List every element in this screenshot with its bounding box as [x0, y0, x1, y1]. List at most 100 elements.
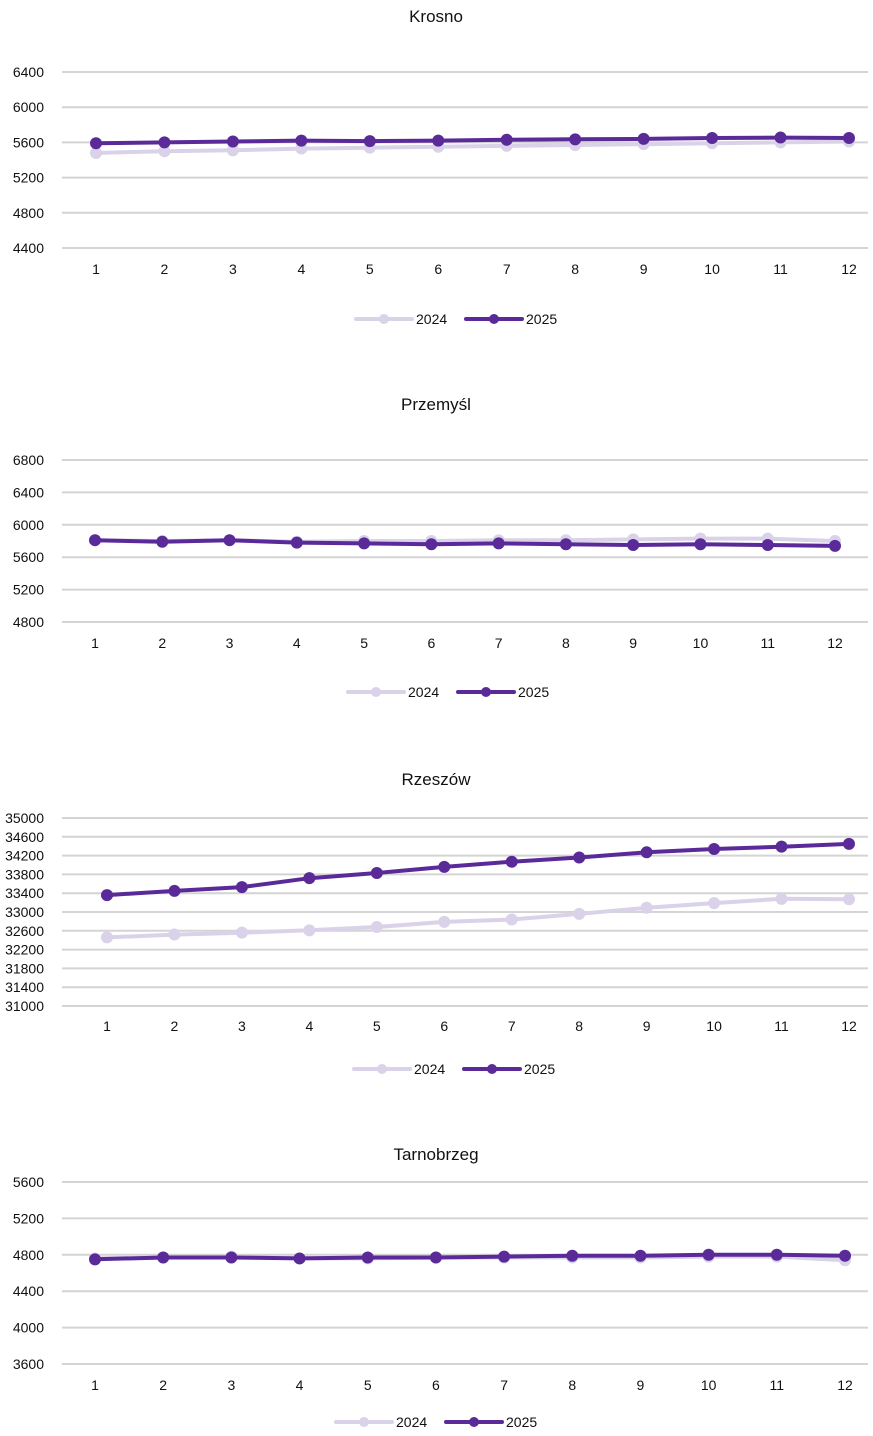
- x-tick-label: 4: [297, 261, 305, 277]
- data-point-2025: [708, 843, 721, 856]
- y-tick-label: 33000: [5, 904, 44, 920]
- x-tick-label: 7: [500, 1377, 508, 1393]
- y-tick-label: 5600: [13, 1174, 44, 1190]
- x-tick-label: 2: [171, 1018, 179, 1034]
- data-point-2025: [843, 837, 855, 850]
- data-point-2024: [303, 924, 316, 937]
- series-line-2024: [94, 139, 851, 155]
- x-tick-label: 5: [360, 635, 368, 651]
- data-point-2024: [708, 897, 721, 910]
- x-tick-label: 12: [841, 261, 857, 277]
- data-point-2025: [500, 133, 513, 146]
- data-point-2024: [640, 901, 653, 914]
- legend-label: 2024: [414, 1061, 445, 1077]
- data-point-2024: [90, 146, 102, 159]
- data-point-2025: [634, 1249, 647, 1262]
- x-tick-label: 10: [701, 1377, 717, 1393]
- data-point-2025: [569, 133, 582, 146]
- data-point-2025: [303, 872, 316, 885]
- y-tick-label: 4800: [13, 614, 44, 630]
- legend-marker-2025: [481, 687, 491, 697]
- series-line-2024: [105, 896, 851, 940]
- y-tick-label: 5600: [13, 134, 44, 150]
- x-tick-label: 12: [837, 1377, 853, 1393]
- data-point-2025: [290, 536, 303, 549]
- x-tick-label: 3: [226, 635, 234, 651]
- x-tick-label: 10: [693, 635, 709, 651]
- x-tick-label: 1: [91, 1377, 99, 1393]
- chart-title: Przemyśl: [401, 395, 471, 414]
- x-tick-label: 1: [91, 635, 99, 651]
- legend-label: 2025: [526, 311, 557, 327]
- x-tick-label: 9: [629, 635, 637, 651]
- legend-marker-2025: [489, 314, 499, 324]
- x-tick-label: 6: [427, 635, 435, 651]
- x-tick-label: 7: [495, 635, 503, 651]
- x-tick-label: 11: [774, 1018, 789, 1034]
- chart-title: Krosno: [409, 7, 463, 26]
- x-tick-label: 9: [640, 261, 648, 277]
- data-point-2025: [158, 136, 171, 149]
- data-point-2024: [168, 928, 181, 941]
- x-tick-label: 11: [773, 261, 788, 277]
- data-point-2025: [432, 134, 445, 147]
- y-tick-label: 33800: [5, 866, 44, 882]
- legend-marker-2025: [487, 1064, 497, 1074]
- data-point-2025: [361, 1251, 374, 1264]
- legend-marker-2024: [359, 1417, 369, 1427]
- x-tick-label: 5: [366, 261, 374, 277]
- x-tick-label: 7: [508, 1018, 516, 1034]
- legend-label: 2025: [506, 1414, 537, 1430]
- x-tick-label: 8: [568, 1377, 576, 1393]
- data-point-2025: [223, 534, 236, 547]
- x-tick-label: 2: [161, 261, 169, 277]
- x-tick-label: 6: [440, 1018, 448, 1034]
- data-point-2025: [775, 840, 788, 853]
- data-point-2025: [156, 535, 169, 548]
- data-point-2024: [101, 931, 113, 944]
- data-point-2024: [843, 893, 855, 906]
- x-tick-label: 8: [562, 635, 570, 651]
- data-point-2025: [157, 1251, 170, 1264]
- series-line-2025: [105, 841, 851, 898]
- x-tick-label: 4: [296, 1377, 304, 1393]
- x-tick-label: 10: [706, 1018, 722, 1034]
- data-point-2025: [168, 884, 181, 897]
- legend-label: 2024: [416, 311, 447, 327]
- x-tick-label: 9: [643, 1018, 651, 1034]
- x-tick-label: 5: [364, 1377, 372, 1393]
- x-tick-label: 3: [229, 261, 237, 277]
- legend: 2024 2025: [352, 1061, 555, 1077]
- legend-marker-2024: [379, 314, 389, 324]
- y-tick-label: 6000: [13, 517, 44, 533]
- data-point-2024: [438, 915, 451, 928]
- y-tick-label: 31000: [5, 998, 44, 1014]
- x-tick-label: 8: [571, 261, 579, 277]
- y-tick-label: 32600: [5, 923, 44, 939]
- data-point-2025: [90, 137, 102, 150]
- x-tick-label: 2: [158, 635, 166, 651]
- legend: 2024 2025: [334, 1414, 537, 1430]
- y-tick-label: 6400: [13, 64, 44, 80]
- chart-3: Rzeszów310003140031800322003260033000334…: [5, 770, 868, 1077]
- x-tick-label: 4: [293, 635, 301, 651]
- y-tick-label: 4000: [13, 1320, 44, 1336]
- data-point-2025: [770, 1248, 783, 1261]
- data-point-2025: [295, 134, 308, 147]
- data-point-2025: [566, 1249, 579, 1262]
- data-point-2025: [573, 851, 586, 864]
- legend-label: 2024: [396, 1414, 427, 1430]
- data-point-2025: [640, 846, 653, 859]
- x-tick-label: 10: [704, 261, 720, 277]
- data-point-2025: [637, 132, 650, 145]
- chart-title: Tarnobrzeg: [393, 1145, 478, 1164]
- y-tick-label: 3600: [13, 1356, 44, 1372]
- data-point-2025: [293, 1252, 306, 1265]
- data-point-2025: [101, 889, 113, 902]
- y-tick-label: 32200: [5, 942, 44, 958]
- y-tick-label: 33400: [5, 885, 44, 901]
- x-tick-label: 9: [637, 1377, 645, 1393]
